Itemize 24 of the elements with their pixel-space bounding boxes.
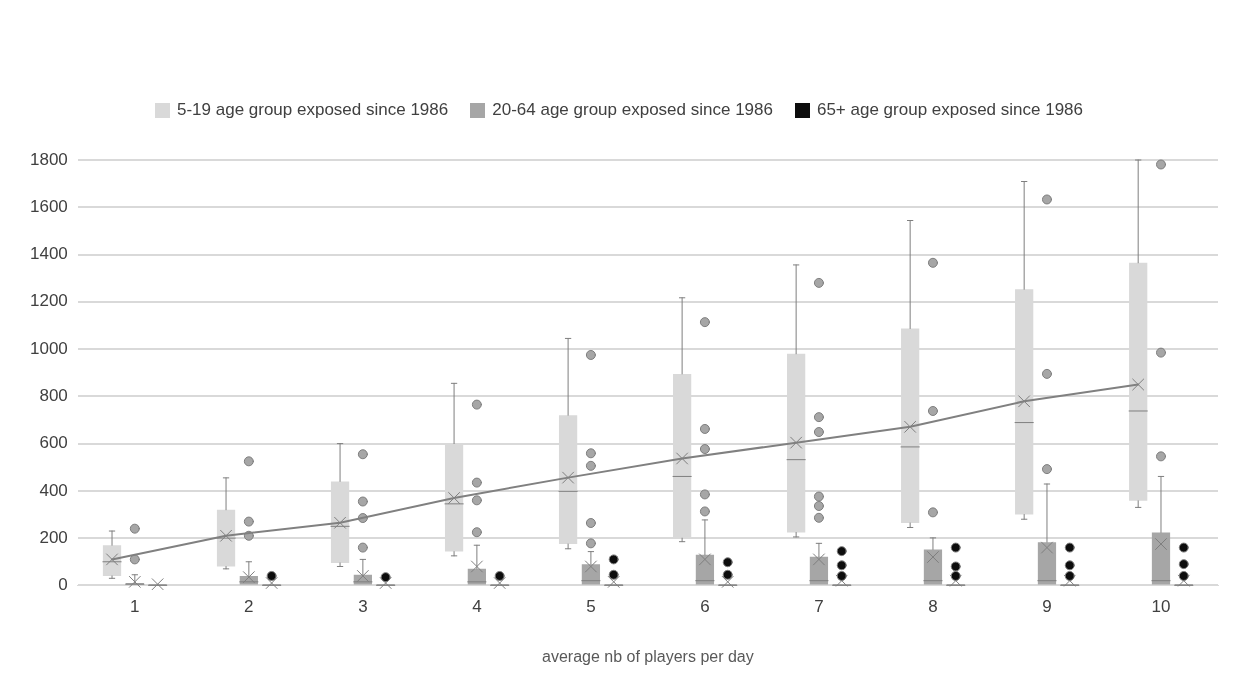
y-tick-label: 800 — [39, 386, 68, 406]
y-tick-label: 200 — [39, 527, 68, 547]
y-tick-label: 1200 — [29, 291, 68, 311]
x-tick-label: 4 — [472, 597, 482, 617]
legend-label: 65+ age group exposed since 1986 — [816, 100, 1084, 120]
x-tick-label: 1 — [130, 597, 140, 617]
legend-label: 5-19 age group exposed since 1986 — [176, 100, 449, 120]
x-tick-label: 3 — [358, 597, 368, 617]
y-tick-label: 0 — [58, 575, 68, 595]
y-tick-label: 600 — [39, 433, 68, 453]
x-tick-label: 9 — [1042, 597, 1052, 617]
x-tick-label: 2 — [244, 597, 254, 617]
y-tick-label: 1400 — [29, 244, 68, 264]
x-axis-title: average nb of players per day — [542, 647, 754, 665]
y-tick-label: 1000 — [29, 338, 68, 358]
x-tick-label: 7 — [814, 597, 824, 617]
y-tick-label: 1600 — [29, 196, 68, 216]
x-tick-label: 5 — [586, 597, 596, 617]
legend-label: 20-64 age group exposed since 1986 — [492, 100, 773, 120]
y-tick-label: 400 — [39, 480, 68, 500]
y-tick-label: 1800 — [29, 149, 68, 169]
x-tick-label: 10 — [1151, 597, 1171, 617]
x-tick-label: 6 — [700, 597, 710, 617]
x-tick-label: 8 — [928, 597, 938, 617]
